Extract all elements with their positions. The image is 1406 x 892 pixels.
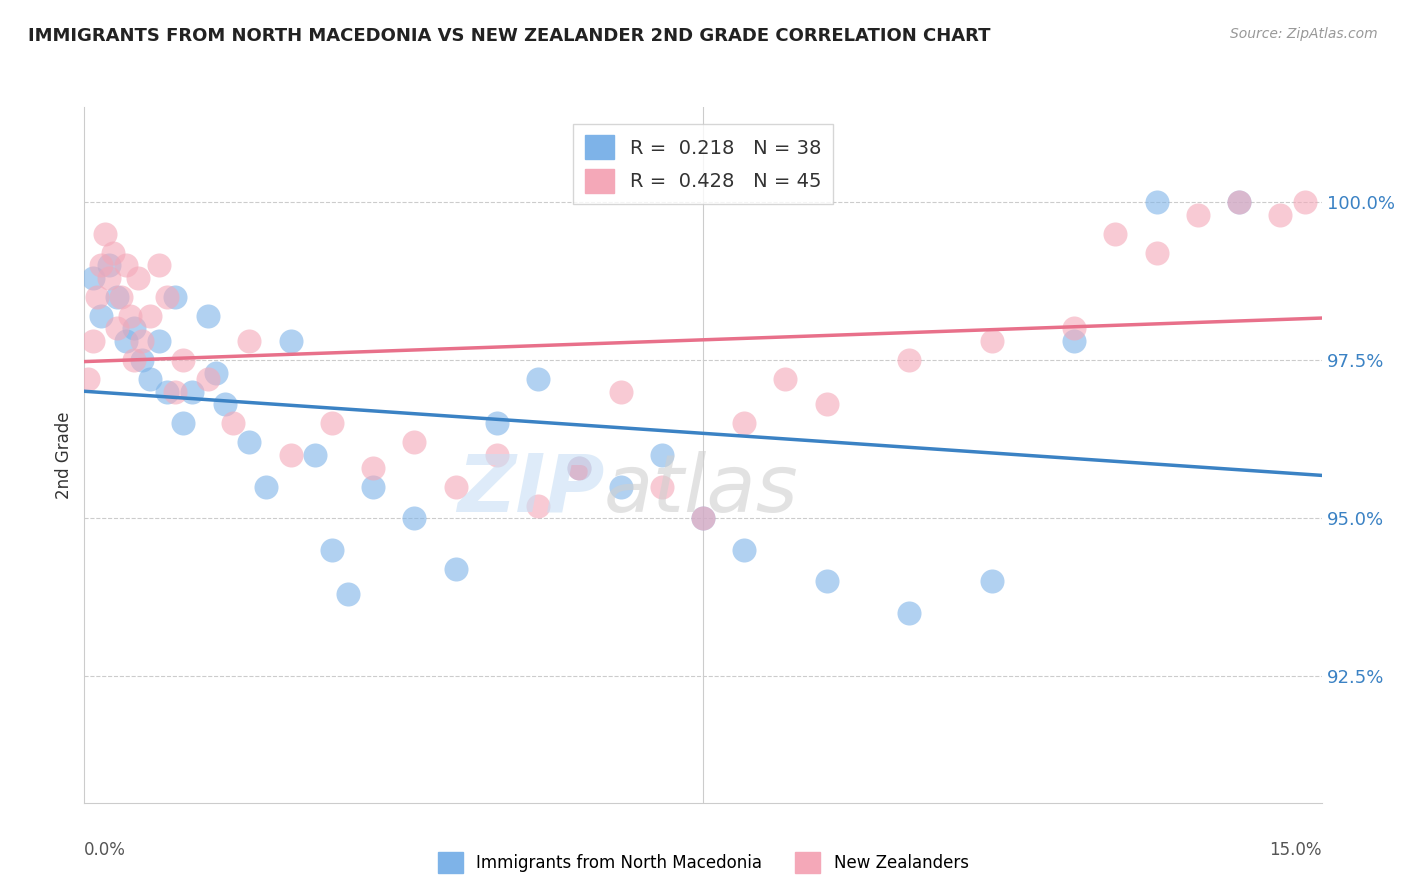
Point (139, 372, 162, 386)
Text: 15.0%: 15.0% (1270, 841, 1322, 859)
Point (1294, 194, 1316, 209)
Point (180, 384, 202, 399)
Point (238, 334, 260, 348)
Point (148, 334, 170, 348)
Point (304, 448, 326, 462)
Point (733, 542, 755, 557)
Point (404, 511, 426, 525)
Point (98, 258, 121, 272)
Point (898, 353, 921, 368)
Point (110, 290, 132, 304)
Point (651, 448, 673, 462)
Point (280, 334, 302, 348)
Point (238, 435, 260, 450)
Point (444, 562, 467, 576)
Point (527, 499, 550, 513)
Point (172, 353, 194, 368)
Point (775, 372, 797, 386)
Point (733, 417, 755, 431)
Point (1227, 194, 1250, 209)
Point (172, 417, 194, 431)
Point (118, 309, 141, 323)
Point (105, 321, 128, 335)
Point (165, 290, 187, 304)
Point (609, 384, 631, 399)
Point (651, 479, 673, 493)
Text: atlas: atlas (605, 450, 799, 529)
Point (105, 290, 128, 304)
Point (1104, 227, 1126, 241)
Point (1063, 334, 1085, 348)
Point (568, 460, 591, 475)
Text: ZIP: ZIP (457, 450, 605, 529)
Point (1146, 245, 1168, 260)
Point (214, 397, 236, 411)
Point (98, 270, 121, 285)
Point (77, 372, 100, 386)
Legend: R =  0.218   N = 38, R =  0.428   N = 45: R = 0.218 N = 38, R = 0.428 N = 45 (574, 124, 832, 204)
Point (1187, 208, 1209, 222)
Point (1146, 194, 1168, 209)
Point (361, 460, 384, 475)
Point (1270, 208, 1292, 222)
Point (131, 334, 153, 348)
Point (337, 587, 360, 601)
Point (1227, 194, 1250, 209)
Point (122, 353, 145, 368)
Point (114, 258, 136, 272)
Point (156, 290, 179, 304)
Point (86, 290, 108, 304)
Point (485, 448, 508, 462)
Point (205, 366, 228, 380)
Point (280, 448, 302, 462)
Point (321, 542, 343, 557)
Point (898, 606, 921, 620)
Point (114, 334, 136, 348)
Point (103, 245, 125, 260)
Point (131, 353, 153, 368)
Point (321, 417, 343, 431)
Point (980, 574, 1002, 589)
Point (444, 479, 467, 493)
Point (82, 270, 104, 285)
Point (485, 417, 508, 431)
Point (148, 258, 170, 272)
Point (197, 309, 219, 323)
Text: Source: ZipAtlas.com: Source: ZipAtlas.com (1230, 27, 1378, 41)
Point (404, 435, 426, 450)
Point (165, 384, 187, 399)
Point (122, 321, 145, 335)
Legend: Immigrants from North Macedonia, New Zealanders: Immigrants from North Macedonia, New Zea… (430, 846, 976, 880)
Point (82, 334, 104, 348)
Point (90, 258, 112, 272)
Point (197, 372, 219, 386)
Point (568, 460, 591, 475)
Point (692, 511, 714, 525)
Point (815, 574, 838, 589)
Y-axis label: 2nd Grade: 2nd Grade (55, 411, 73, 499)
Point (139, 309, 162, 323)
Point (527, 372, 550, 386)
Point (1063, 321, 1085, 335)
Point (156, 384, 179, 399)
Point (980, 334, 1002, 348)
Text: 0.0%: 0.0% (84, 841, 127, 859)
Point (815, 397, 838, 411)
Point (222, 417, 245, 431)
Point (254, 479, 277, 493)
Point (361, 479, 384, 493)
Point (127, 270, 149, 285)
Point (692, 511, 714, 525)
Point (90, 309, 112, 323)
Text: IMMIGRANTS FROM NORTH MACEDONIA VS NEW ZEALANDER 2ND GRADE CORRELATION CHART: IMMIGRANTS FROM NORTH MACEDONIA VS NEW Z… (28, 27, 991, 45)
Point (94, 227, 117, 241)
Point (609, 479, 631, 493)
